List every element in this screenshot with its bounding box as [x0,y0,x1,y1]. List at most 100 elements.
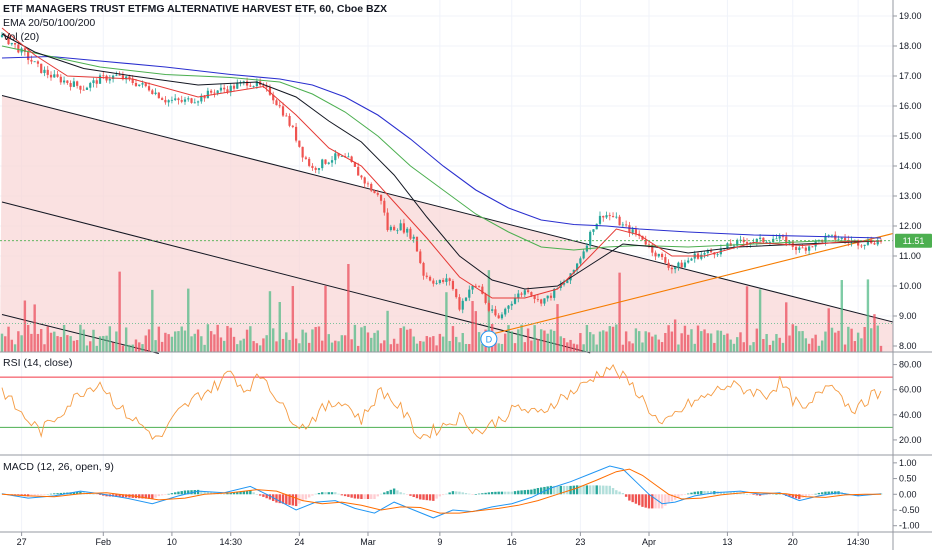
volume-bar [229,327,232,352]
candle-body [798,247,801,251]
macd-histogram-bar [477,493,481,495]
macd-histogram-bar [637,494,641,506]
macd-histogram-bar [330,492,334,495]
candle-body [66,80,69,84]
volume-bar [500,343,504,352]
support-trendline [492,232,894,335]
volume-bar [585,325,589,352]
volume-bar [474,311,478,352]
candle-body [517,293,520,299]
candle-body [491,309,494,311]
price-pane[interactable]: 11.51 D [0,27,932,354]
last-price-badge [895,233,932,248]
macd-histogram-bar [321,492,324,495]
volume-bar [660,342,664,352]
candle-body [40,63,43,73]
candle-body [451,281,455,290]
volume-bar [572,343,576,352]
macd-histogram-bar [95,494,98,495]
macd-axis-label: 0.00 [899,489,917,499]
macd-histogram-bar [559,485,562,495]
macd-histogram-bar [562,485,566,495]
volume-bar [562,338,566,352]
candle-body [873,243,876,245]
volume-bar [804,338,808,352]
macd-histogram-bar [706,491,710,495]
macd-histogram-bar [324,492,327,495]
volume-bar [683,325,687,352]
candle-body [520,293,523,295]
candle-body [262,85,265,86]
candle-body [634,229,638,234]
candle-body [170,99,174,101]
candle-body [330,160,334,163]
volume-bar [866,279,870,352]
candle-body [611,216,615,217]
ema-20-line [1,27,881,299]
macd-histogram-bar [517,490,520,495]
candle-body [285,115,288,117]
macd-histogram-bar [771,494,775,495]
candle-body [187,98,190,100]
candle-body [102,75,105,77]
last-price-badge-text: 11.51 [903,236,925,246]
volume-bar [637,331,641,352]
time-axis-label: Feb [96,537,112,547]
volume-bar [677,344,680,352]
candle-body [363,177,366,184]
macd-histogram-bar [366,494,370,499]
volume-bar [203,344,206,352]
volume-bar [520,324,523,352]
volume-bar [602,330,605,352]
macd-histogram-bar [461,492,464,495]
volume-bar [468,344,471,352]
rsi-axis-label: 80.00 [899,360,922,370]
macd-histogram-bar [288,494,291,505]
volume-bar [26,324,30,352]
macd-histogram-bar [62,492,66,495]
volume-bar [869,328,873,352]
volume-bar [0,333,4,352]
macd-histogram-bar [820,492,824,495]
candle-body [598,215,602,224]
macd-histogram-bar [471,494,474,495]
candle-body [775,238,778,240]
volume-bar [543,330,546,352]
candle-body [53,74,56,78]
volume-bar [664,332,667,352]
price-axis-label: 9.00 [899,311,917,321]
macd-histogram-bar [441,494,445,496]
candle-body [445,278,448,282]
macd-histogram-bar [523,490,527,495]
macd-pane[interactable] [0,465,883,519]
volume-bar [85,345,89,352]
candle-body [174,98,177,100]
volume-bar [164,332,167,352]
volume-bar [124,327,128,352]
macd-histogram-bar [497,491,500,495]
candle-body [193,102,196,104]
macd-histogram-bar [353,494,357,499]
volume-bar [69,336,72,352]
macd-histogram-bar [360,494,363,499]
candle-body [252,86,255,87]
channel-fill [0,95,893,352]
volume-bar [876,325,879,352]
macd-histogram-bar [317,492,321,495]
volume-bar [628,341,631,352]
volume-bar [621,344,625,352]
rsi-pane[interactable] [0,363,893,440]
volume-bar [873,314,876,352]
macd-histogram-bar [151,494,154,500]
macd-histogram-bar [30,494,33,497]
volume-bar [687,334,690,352]
volume-bar [481,343,484,352]
macd-axis-label: -1.00 [899,521,920,531]
macd-histogram-bar [138,494,141,499]
volume-bar [513,343,517,352]
candle-body [683,262,687,268]
macd-histogram-bar [814,493,817,495]
macd-histogram-bar [634,494,638,504]
